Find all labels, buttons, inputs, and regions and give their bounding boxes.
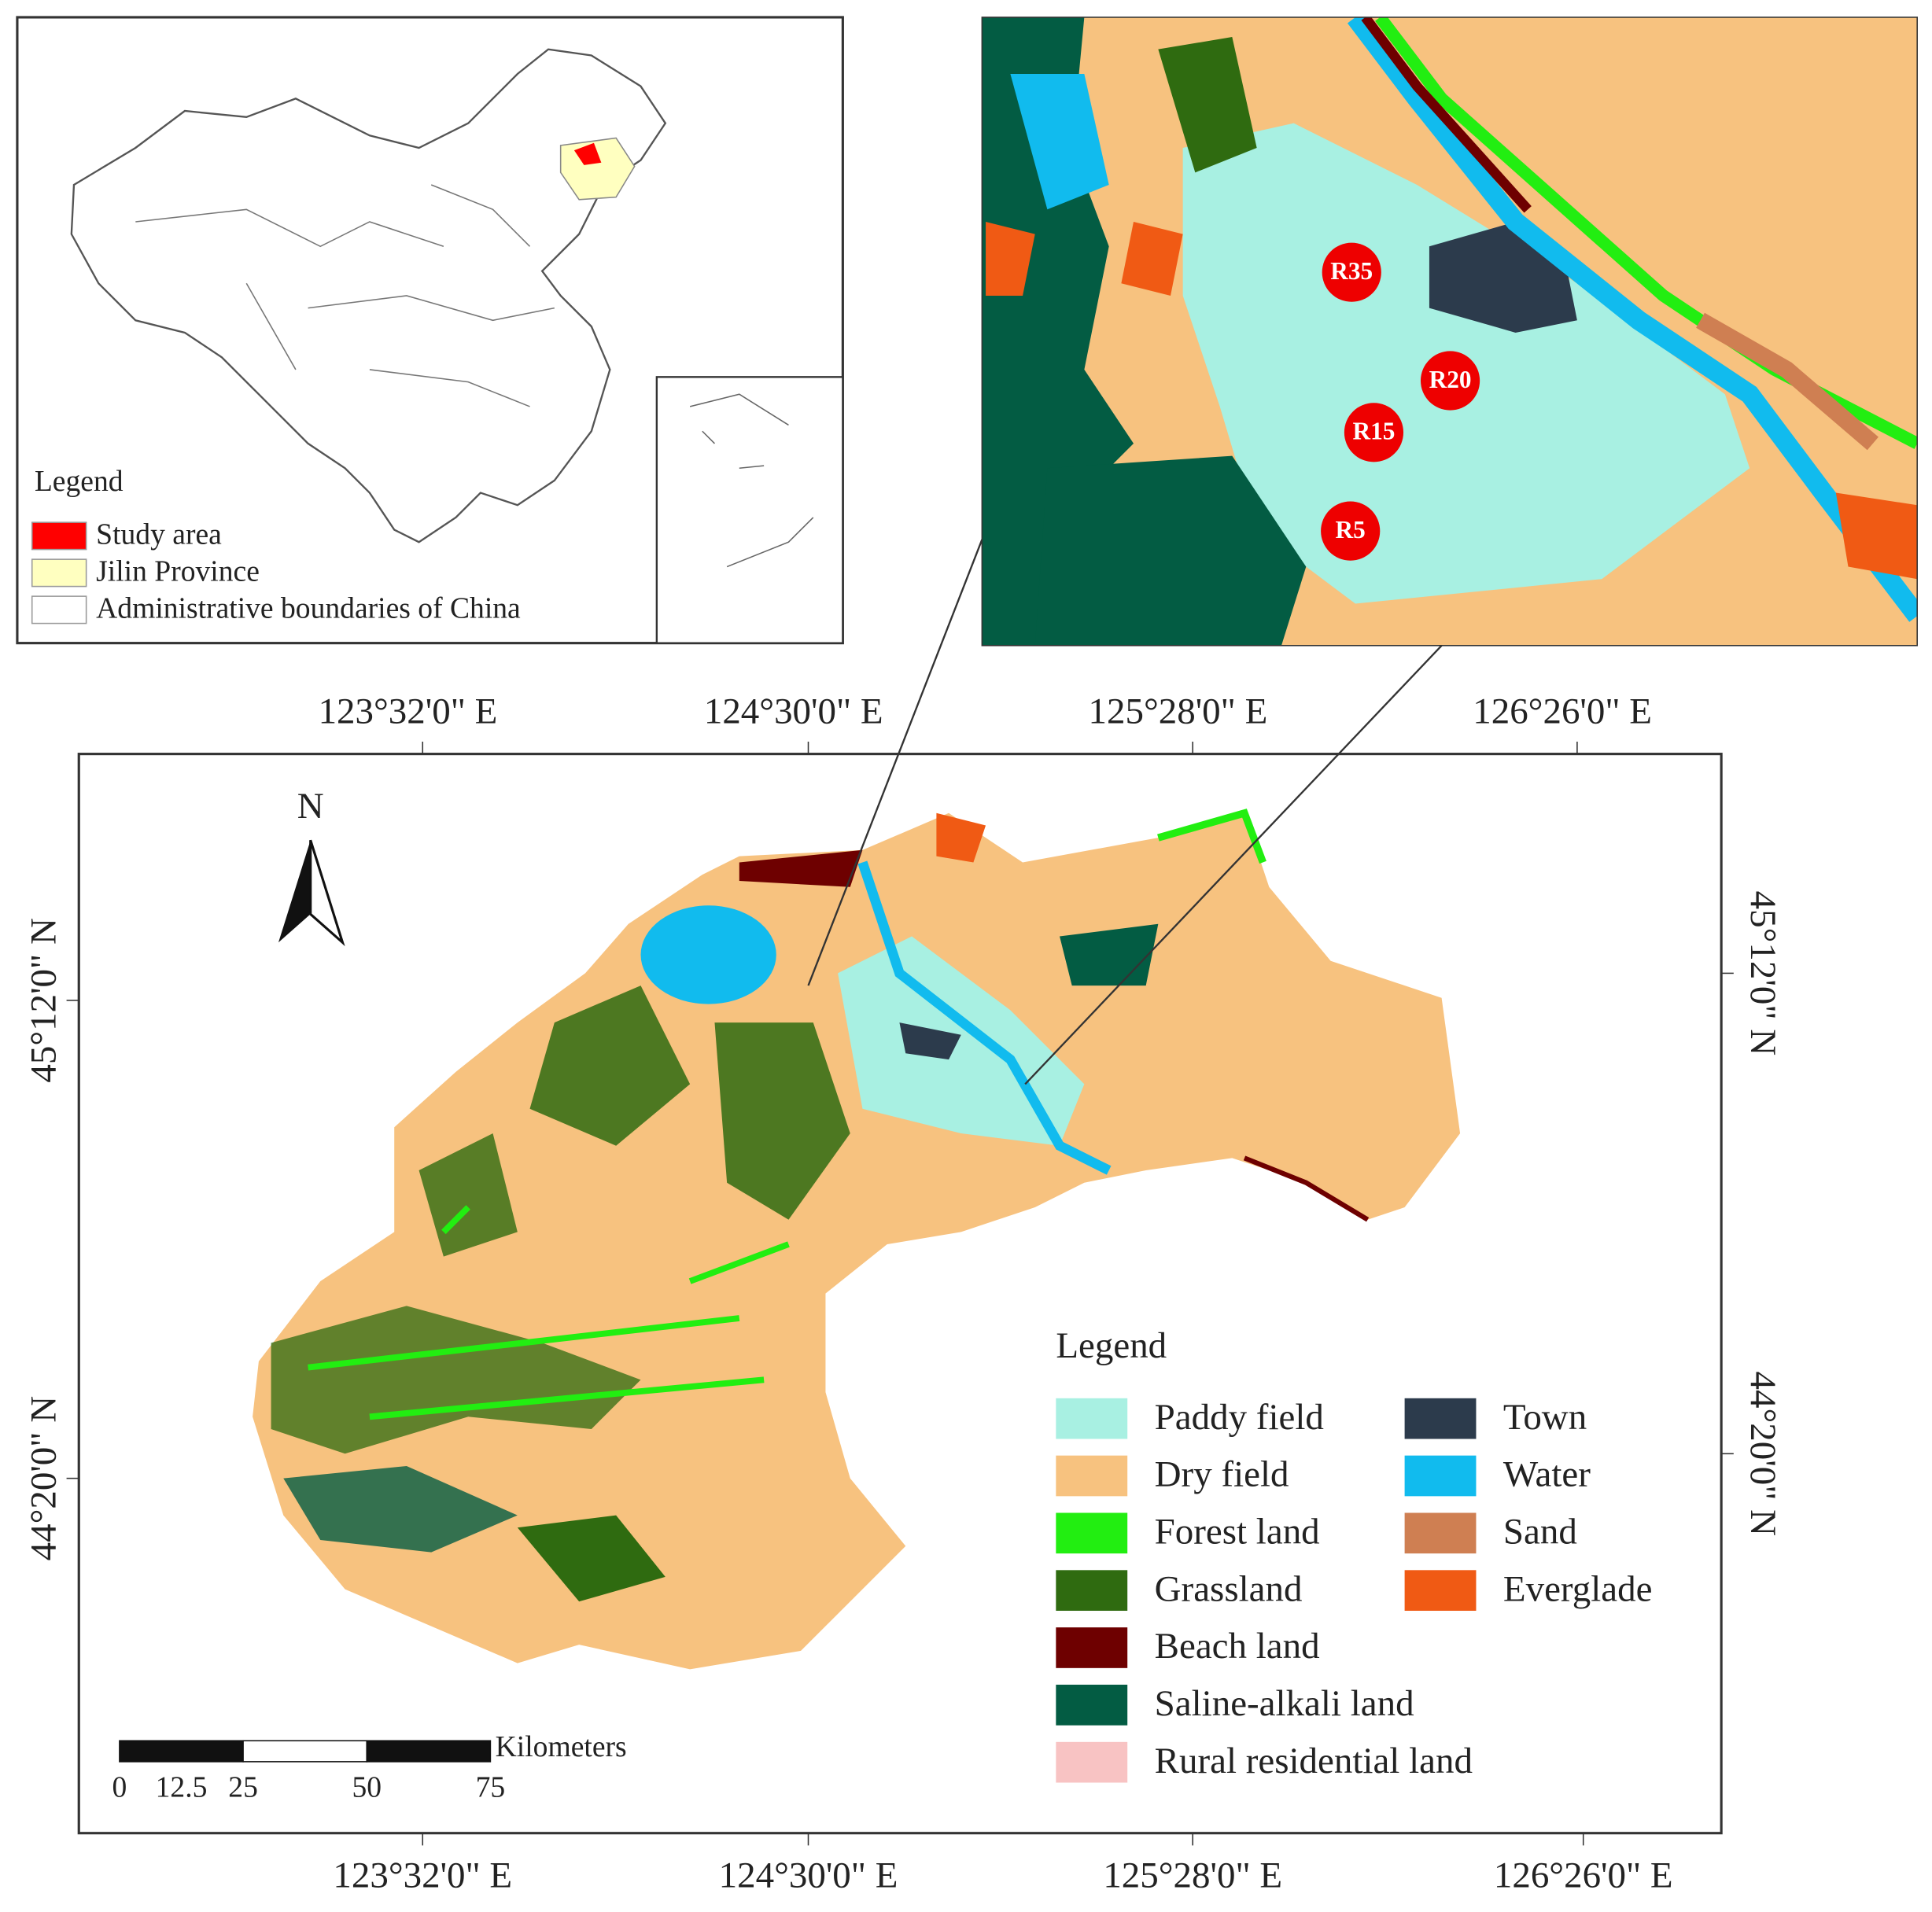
sample-label: R5: [1336, 516, 1366, 543]
sample-label: R20: [1429, 366, 1472, 393]
legend-label: Grassland: [1155, 1568, 1303, 1609]
coord-label: 123°32'0" E: [333, 1855, 512, 1895]
legend-swatch: [1404, 1398, 1477, 1439]
legend-label: Jilin Province: [96, 556, 260, 588]
coord-label: 126°26'0" E: [1473, 691, 1652, 731]
inset-legend-title: Legend: [35, 466, 124, 498]
legend-swatch: [1056, 1512, 1128, 1554]
legend-label: Administrative boundaries of China: [96, 593, 521, 625]
legend-label: Beach land: [1155, 1626, 1320, 1667]
coord-label: 44°20'0" N: [1742, 1372, 1783, 1537]
sample-point: [1420, 351, 1480, 411]
coord-label: 123°32'0" E: [319, 691, 498, 731]
legend-title: Legend: [1056, 1325, 1167, 1366]
main-map: [77, 753, 1723, 1835]
zoom-view: R35 R20 R15 R5: [982, 17, 1918, 646]
legend-swatch: [1056, 1398, 1128, 1439]
coord-label: 45°12'0" N: [23, 918, 64, 1083]
legend-label: Rural residential land: [1155, 1741, 1473, 1781]
legend-label: Study area: [96, 519, 222, 551]
north-label: N: [297, 786, 324, 827]
legend-label: Sand: [1503, 1511, 1577, 1552]
coord-label: 124°30'0" E: [719, 1855, 898, 1895]
sample-label: R15: [1352, 418, 1395, 445]
coord-label: 45°12'0" N: [1742, 891, 1783, 1056]
scale-segment: [242, 1740, 368, 1763]
legend-swatch: [1056, 1741, 1128, 1783]
legend-swatch: [1404, 1570, 1477, 1612]
sample-point: [1344, 403, 1404, 462]
inset-map: Legend Study area Jilin Province Administr…: [16, 16, 844, 645]
leader-line: [1024, 644, 1443, 1085]
legend-label: Town: [1503, 1397, 1587, 1438]
scale-label: 75: [476, 1772, 506, 1804]
legend-label: Dry field: [1155, 1454, 1289, 1495]
scale-label: 50: [352, 1772, 382, 1804]
scale-label: 0: [112, 1772, 127, 1804]
legend-label: Paddy field: [1155, 1397, 1324, 1438]
legend-swatch: [1404, 1455, 1477, 1497]
coord-label: 125°28'0" E: [1103, 1855, 1282, 1895]
scale-label: 12.5: [156, 1772, 208, 1804]
sample-label: R35: [1330, 257, 1373, 285]
scale-label: 25: [228, 1772, 258, 1804]
scale-segment: [366, 1740, 492, 1763]
legend-swatch: [1056, 1627, 1128, 1668]
legend-label: Everglade: [1503, 1568, 1653, 1609]
legend-swatch: [1056, 1455, 1128, 1497]
zoom-frame: [981, 17, 1918, 647]
legend-swatch: [31, 595, 87, 624]
legend-swatch: [31, 558, 87, 588]
legend-swatch: [1056, 1684, 1128, 1726]
legend-swatch: [1404, 1512, 1477, 1554]
coord-label: 126°26'0" E: [1494, 1855, 1673, 1895]
scale-unit: Kilometers: [496, 1731, 627, 1763]
leader-line: [807, 539, 983, 986]
north-arrow: N: [278, 786, 345, 947]
sample-point: [1321, 501, 1381, 561]
coord-label: 125°28'0" E: [1089, 691, 1268, 731]
coord-label: 124°30'0" E: [704, 691, 883, 731]
coord-label: 44°20'0" N: [23, 1396, 64, 1561]
sample-point: [1322, 242, 1381, 302]
legend-label: Forest land: [1155, 1511, 1320, 1552]
legend-label: Saline-alkali land: [1155, 1683, 1414, 1724]
legend-label: Water: [1503, 1454, 1591, 1495]
scale-segment: [119, 1740, 244, 1763]
legend-swatch: [1056, 1570, 1128, 1612]
legend-swatch: [31, 521, 87, 551]
